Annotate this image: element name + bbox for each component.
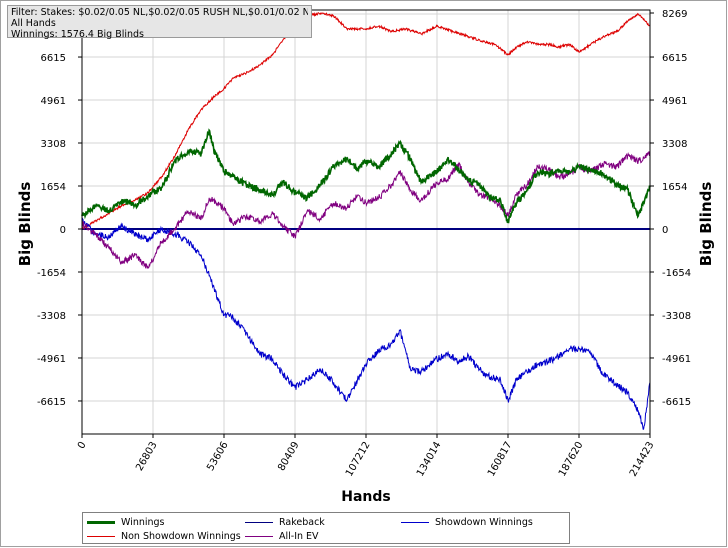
y-tick-label-right: -4961: [662, 354, 691, 365]
y-tick-label-left: 4961: [41, 96, 66, 107]
y-tick-label-right: 4961: [662, 96, 687, 107]
filter-stakes-text: Filter: Stakes: $0.02/0.05 NL,$0.02/0.05…: [11, 7, 308, 18]
legend-label: Non Showdown Winnings: [121, 530, 241, 542]
y-tick-label-right: 1654: [662, 182, 687, 193]
x-axis-title: Hands: [341, 489, 391, 505]
x-tick-label: 187620: [557, 440, 586, 479]
legend-swatch: [245, 535, 273, 537]
y-tick-label-left: -6615: [37, 397, 66, 408]
y-tick-label-left: 6615: [41, 53, 66, 64]
plot-frame: [81, 9, 651, 435]
y-ticks-right: 8269 6615 4961 3308 1654 0 -1654 -3308 -4961 -661…: [650, 9, 691, 408]
y-tick-label-right: -1654: [662, 268, 691, 279]
legend-swatch: [87, 520, 115, 524]
x-tick-label: 26803: [134, 440, 159, 473]
series-group: [81, 11, 651, 430]
y-tick-label-right: -6615: [662, 397, 691, 408]
legend-item-non-showdown: Non Showdown Winnings: [87, 529, 241, 543]
legend-label: Showdown Winnings: [435, 516, 533, 528]
filter-winnings-text: Winnings: 1576.4 Big Blinds: [11, 29, 144, 40]
y-tick-label-right: 0: [662, 225, 668, 236]
y-axis-title-right: Big Blinds: [697, 182, 715, 267]
y-tick-label-left: -3308: [37, 311, 66, 322]
y-tick-label-left: 1654: [41, 182, 66, 193]
y-tick-label-left: -1654: [37, 268, 66, 279]
legend-item-rakeback: Rakeback: [245, 515, 325, 529]
series-line-showdown-winnings: [81, 217, 651, 430]
y-tick-label-left: -4961: [37, 354, 66, 365]
legend-label: Winnings: [121, 516, 165, 528]
grid: [81, 10, 651, 434]
y-tick-label-right: -3308: [662, 311, 691, 322]
y-tick-label-right: 8269: [662, 9, 687, 20]
y-tick-label-left: 3308: [41, 139, 66, 150]
legend-item-allin-ev: All-In EV: [245, 529, 319, 543]
legend-label: Rakeback: [279, 516, 325, 528]
y-tick-label-right: 3308: [662, 139, 687, 150]
x-tick-label: 53606: [205, 440, 230, 473]
x-tick-label: 160817: [486, 440, 515, 479]
x-tick-label: 214423: [628, 440, 657, 479]
legend-swatch: [401, 521, 429, 523]
legend-swatch: [245, 521, 273, 523]
filter-info-box: Filter: Stakes: $0.02/0.05 NL,$0.02/0.05…: [7, 5, 312, 40]
y-tick-label-right: 6615: [662, 53, 687, 64]
legend-item-showdown: Showdown Winnings: [401, 515, 533, 529]
x-tick-label: 134014: [415, 440, 444, 479]
legend: Winnings Rakeback Showdown Winnings Non …: [82, 512, 570, 544]
x-tick-label: 107212: [344, 440, 373, 479]
series-line-winnings: [81, 128, 651, 224]
y-ticks-left: 6615 4961 3308 1654 0 -1654 -3308 -4961 -6615: [37, 53, 82, 408]
x-tick-label: 80409: [276, 440, 301, 473]
x-tick-label: 0: [76, 440, 89, 451]
y-axis-title-left: Big Blinds: [16, 182, 34, 267]
legend-label: All-In EV: [279, 530, 319, 542]
legend-item-winnings: Winnings: [87, 515, 165, 529]
y-tick-label-left: 0: [60, 225, 66, 236]
filter-hands-text: All Hands: [11, 18, 56, 29]
x-ticks: 0 26803 53606 80409 107212 134014 160817 187620…: [76, 434, 657, 479]
series-line-non-showdown-winnings: [81, 11, 651, 231]
legend-swatch: [87, 535, 115, 537]
